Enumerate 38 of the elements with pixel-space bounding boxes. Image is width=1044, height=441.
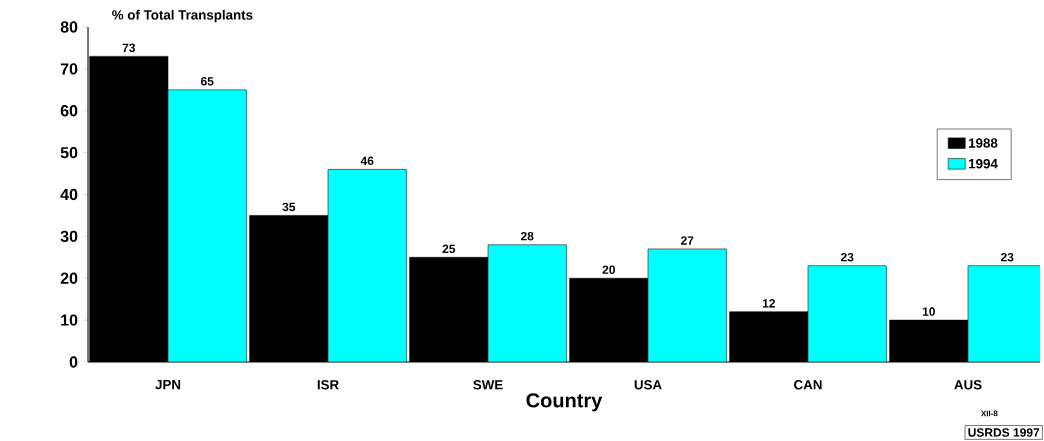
data-label: 27 bbox=[680, 236, 694, 245]
legend-label: 1988 bbox=[969, 138, 998, 148]
y-tick-label: 10 bbox=[61, 314, 78, 326]
y-tick-label: 0 bbox=[69, 356, 78, 368]
y-axis-title: % of Total Transplants bbox=[112, 9, 253, 23]
data-label: 10 bbox=[922, 307, 935, 316]
text: USRDS 1997 bbox=[968, 428, 1040, 437]
data-label: 23 bbox=[1000, 252, 1014, 262]
x-tick-label: CAN bbox=[794, 380, 822, 390]
bar bbox=[807, 265, 887, 362]
data-label: 20 bbox=[602, 265, 615, 274]
y-tick-label: 50 bbox=[60, 146, 78, 159]
data-label: 35 bbox=[282, 202, 296, 212]
data-label: 25 bbox=[442, 244, 456, 254]
x-tick-label: USA bbox=[634, 380, 662, 390]
data-label: 12 bbox=[762, 299, 775, 308]
data-label: 28 bbox=[520, 231, 534, 241]
y-tick-label: 20 bbox=[60, 272, 78, 284]
text: XII-8 bbox=[980, 410, 998, 417]
x-tick-label: JPN bbox=[155, 380, 181, 390]
x-tick-label: ISR bbox=[317, 380, 339, 390]
data-label: 23 bbox=[840, 252, 854, 262]
x-axis-title: Country bbox=[526, 393, 603, 412]
legend-label: 1994 bbox=[969, 158, 998, 169]
x-tick-label: AUS bbox=[954, 380, 982, 390]
bar bbox=[327, 169, 407, 362]
y-tick-label: 80 bbox=[60, 21, 78, 33]
y-tick-label: 30 bbox=[60, 230, 78, 243]
bar bbox=[647, 248, 727, 362]
y-tick-label: 40 bbox=[60, 188, 78, 201]
data-label: 73 bbox=[122, 43, 136, 53]
data-label: 65 bbox=[200, 77, 214, 86]
y-tick-label: 70 bbox=[60, 63, 78, 75]
y-tick-label: 60 bbox=[60, 105, 78, 117]
x-tick-label: SWE bbox=[473, 380, 503, 390]
data-label: 46 bbox=[360, 156, 374, 166]
bar bbox=[167, 89, 247, 362]
bar bbox=[487, 244, 567, 362]
